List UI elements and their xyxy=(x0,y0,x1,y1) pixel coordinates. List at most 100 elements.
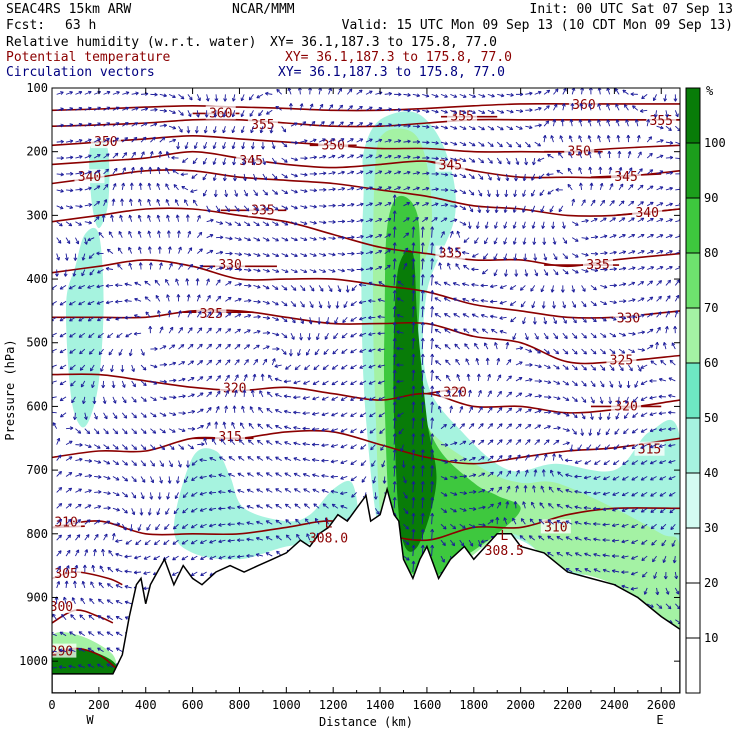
vector-arrow xyxy=(212,157,217,165)
vector-arrow xyxy=(169,125,177,130)
vector-arrow xyxy=(284,456,292,461)
vector-arrow xyxy=(294,364,301,371)
vector-arrow xyxy=(234,282,242,287)
vector-arrow xyxy=(256,520,264,525)
vector-arrow xyxy=(55,269,59,277)
vector-arrow xyxy=(190,571,198,577)
vector-arrow xyxy=(236,554,245,559)
vector-arrow xyxy=(75,106,83,111)
vector-arrow xyxy=(112,444,119,450)
vector-arrow xyxy=(256,488,264,493)
vector-arrow xyxy=(75,187,83,192)
vector-arrow xyxy=(227,522,235,527)
vector-arrow xyxy=(89,269,95,276)
vector-arrow xyxy=(377,364,385,369)
vector-arrow xyxy=(356,89,363,95)
vector-arrow xyxy=(166,294,170,302)
vector-arrow xyxy=(312,380,320,385)
vector-arrow xyxy=(311,458,320,462)
forecast-hours: 63 h xyxy=(65,18,96,33)
vector-arrow xyxy=(139,508,144,516)
vector-arrow xyxy=(394,92,402,97)
vector-arrow xyxy=(430,385,435,397)
vector-arrow xyxy=(140,476,146,483)
vector-arrow xyxy=(259,126,264,134)
vector-arrow xyxy=(431,156,439,161)
vector-arrow xyxy=(356,122,364,127)
vector-arrow xyxy=(70,380,76,387)
vector-arrow xyxy=(215,205,221,213)
vector-arrow xyxy=(337,187,346,191)
vector-arrow xyxy=(234,267,242,272)
vector-arrow xyxy=(110,214,114,222)
vector-arrow xyxy=(231,142,236,150)
vector-arrow xyxy=(403,476,407,484)
vector-arrow xyxy=(440,172,449,177)
vector-arrow xyxy=(281,157,288,163)
vector-arrow xyxy=(171,571,179,576)
vector-arrow xyxy=(131,444,138,451)
vector-arrow xyxy=(196,94,201,102)
theta-label-bg-355 xyxy=(247,116,278,131)
vector-arrow xyxy=(84,458,93,463)
vector-arrow xyxy=(131,412,137,419)
vector-arrow xyxy=(435,375,442,382)
vector-arrow xyxy=(208,490,217,495)
vector-arrow xyxy=(401,460,406,468)
vector-arrow xyxy=(215,221,224,225)
vector-arrow xyxy=(115,539,123,543)
vector-arrow xyxy=(131,166,135,175)
vector-arrow xyxy=(75,155,83,159)
vector-arrow xyxy=(225,267,233,271)
vector-arrow xyxy=(412,93,420,98)
vector-arrow xyxy=(346,88,353,95)
vector-arrow xyxy=(398,428,404,435)
vector-arrow xyxy=(168,93,176,99)
vector-arrow xyxy=(159,379,167,384)
vector-arrow xyxy=(321,427,329,432)
vector-arrow xyxy=(65,107,74,111)
vector-arrow xyxy=(335,301,340,309)
vector-arrow xyxy=(56,437,61,445)
vector-arrow xyxy=(308,88,312,95)
vector-arrow xyxy=(159,262,163,270)
vector-arrow xyxy=(140,380,147,387)
vector-arrow xyxy=(52,380,57,385)
vector-arrow xyxy=(356,138,364,143)
vector-arrow xyxy=(370,444,376,451)
vector-arrow xyxy=(84,473,93,478)
vector-arrow xyxy=(168,109,176,114)
vector-arrow xyxy=(234,205,240,212)
vector-arrow xyxy=(350,412,357,417)
vector-arrow xyxy=(150,428,157,434)
vector-arrow xyxy=(420,528,425,541)
vector-arrow xyxy=(430,481,435,493)
vector-arrow xyxy=(197,376,204,382)
vector-arrow xyxy=(175,476,180,484)
theta-label-bg-325 xyxy=(196,306,227,321)
vector-arrow xyxy=(255,536,264,541)
vector-arrow xyxy=(299,317,304,325)
vector-arrow xyxy=(396,313,404,318)
vector-arrow xyxy=(431,140,439,145)
vector-arrow xyxy=(137,230,142,238)
vector-arrow xyxy=(312,488,320,493)
vector-arrow xyxy=(225,343,231,350)
vector-arrow xyxy=(156,214,161,222)
vector-arrow xyxy=(318,285,324,292)
theta-contours: 290 300 305 310 310 315 315 320 320 320 325 325 330 3… xyxy=(52,97,680,669)
vector-arrow xyxy=(421,217,429,223)
vector-arrow xyxy=(290,316,296,324)
vector-arrow xyxy=(365,186,373,191)
vector-arrow xyxy=(165,508,170,515)
vector-arrow xyxy=(106,583,114,589)
vector-arrow xyxy=(190,507,198,513)
vector-arrow xyxy=(103,491,111,496)
field-rh-xy: XY= 36.1,187.3 to 175.8, 77.0 xyxy=(270,35,497,50)
vector-arrow xyxy=(275,519,282,525)
vector-arrow xyxy=(403,155,411,159)
vector-arrow xyxy=(124,584,132,589)
vector-arrow xyxy=(240,126,245,134)
vector-arrow xyxy=(103,153,110,159)
vector-arrow xyxy=(368,396,376,401)
